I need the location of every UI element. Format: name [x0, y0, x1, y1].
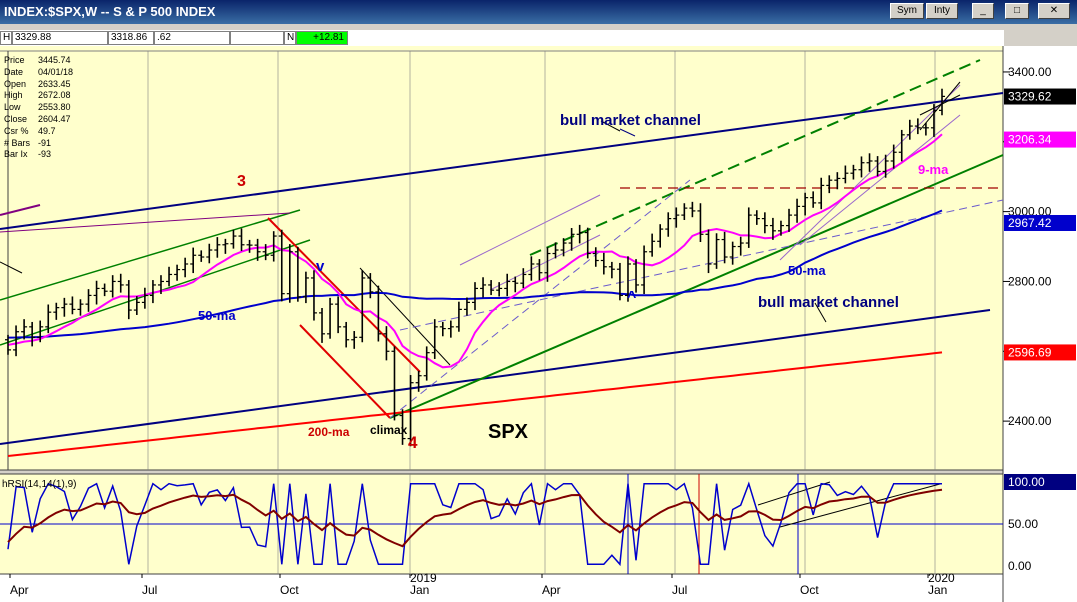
ma50-label-right: 50-ma: [788, 263, 826, 278]
bull-channel-upper: [0, 92, 1004, 230]
data-row: Low 2553.80: [4, 102, 71, 113]
price-panel-bg: [0, 46, 1003, 470]
close-value: .62: [154, 31, 230, 45]
purple-line-a: [0, 212, 291, 233]
spx-label: SPX: [488, 421, 529, 443]
rsi-lines: [7, 481, 943, 567]
x-tick-label: 2020: [928, 571, 955, 585]
data-row: Date 04/01/18: [4, 66, 74, 77]
rsi-tag-bg: [1004, 474, 1076, 490]
climax-label: climax: [370, 423, 408, 437]
wave-4-label: 4: [408, 433, 418, 452]
rsi-fast-path: [7, 481, 942, 567]
restore-icon[interactable]: □: [1005, 3, 1029, 19]
wave-3-label: 3: [237, 173, 246, 190]
data-row: # Bars -91: [4, 137, 52, 148]
minimize-icon[interactable]: _: [972, 3, 994, 19]
price-tag-label: 3206.34: [1008, 133, 1052, 147]
change-label: N: [284, 31, 296, 45]
price-tag-bg: [1004, 131, 1076, 148]
data-row: Close 2604.47: [4, 113, 71, 124]
price-bars: [5, 88, 945, 447]
price-tag-bg: [1004, 214, 1076, 231]
data-row: Csr % 49.7: [4, 125, 56, 136]
red-channel-lower: [299, 324, 391, 419]
y-tick-label: 3400.00: [1008, 65, 1052, 79]
y-tick-label: 2400.00: [1008, 414, 1052, 428]
ma200-label: 200-ma: [308, 425, 350, 439]
green-channel-upper: [0, 209, 301, 301]
green-dashed-trendline: [529, 59, 981, 256]
x-axis-bg: [0, 574, 1003, 602]
x-tick-label: Oct: [800, 583, 819, 597]
rsi-tick-label: 50.00: [1008, 517, 1038, 531]
x-tick-label: 2019: [410, 571, 437, 585]
x-tick-label: Jul: [142, 583, 157, 597]
ma9-line: [7, 133, 943, 369]
purple-line-b: [0, 204, 41, 216]
price-tag-label: 2596.69: [1008, 345, 1052, 359]
x-tick-label: Jul: [672, 583, 687, 597]
ma50-label-left: 50-ma: [198, 308, 236, 323]
x-tick-label: Oct: [280, 583, 299, 597]
high-label: H: [0, 31, 12, 45]
x-tick-label: Apr: [10, 583, 29, 597]
data-window: Price 3445.74 Date 04/01/18 Open 2633.45 Hi…: [4, 55, 73, 161]
high-value: 3329.88: [12, 31, 108, 45]
y-tick-label: 2800.00: [1008, 274, 1052, 288]
ma200-path: [7, 351, 943, 457]
data-row: Open 2633.45: [4, 78, 71, 89]
price-tag-bg: [1004, 344, 1076, 361]
price-tag-label: 2967.42: [1008, 216, 1052, 230]
price-tags: 3329.62 3206.34 2967.42 2596.69: [1004, 88, 1076, 361]
bull-channel-lower: [0, 309, 991, 445]
bull-channel-label-upper: bull market channel: [560, 112, 701, 129]
caret-marker: ^: [627, 289, 636, 306]
green-trendline: [389, 154, 1004, 419]
rsi-tick-label: 0.00: [1008, 559, 1032, 573]
x-tick-label: Apr: [542, 583, 561, 597]
rsi-label: hRSI(14,14(1),9): [2, 479, 76, 490]
window-title-bar: INDEX:$SPX,W -- S & P 500 INDEX Sym Inty…: [0, 0, 1077, 24]
price-chart[interactable]: 3400.003200.003000.002800.002600.002400.…: [0, 46, 1077, 602]
symbol-button[interactable]: Sym: [890, 3, 924, 19]
data-row: Price 3445.74: [4, 55, 71, 65]
data-row: Bar Ix -93: [4, 149, 52, 160]
empty-cell: [230, 31, 284, 45]
v-marker: v: [316, 258, 325, 275]
x-tick-label: Jan: [928, 583, 947, 597]
rsi-tag-label: 100.00: [1008, 475, 1045, 489]
window-title: INDEX:$SPX,W -- S & P 500 INDEX: [4, 4, 216, 19]
data-row: High 2672.08: [4, 90, 71, 101]
x-tick-label: Jan: [410, 583, 429, 597]
close-icon[interactable]: ✕: [1038, 3, 1070, 19]
ma200-line: [7, 351, 943, 457]
blue-dashed-long: [389, 179, 691, 419]
low-value: 3318.86: [108, 31, 154, 45]
violet-channel-1: [459, 194, 601, 266]
ma9-label: 9-ma: [918, 162, 949, 177]
bull-channel-label-lower: bull market channel: [758, 294, 899, 311]
price-tag-bg: [1004, 88, 1076, 105]
interval-button[interactable]: Inty: [926, 3, 958, 19]
rsi-slow-path: [7, 488, 943, 548]
change-value: +12.81: [296, 31, 348, 45]
blue-dashed-flat: [399, 199, 1004, 331]
ma9-path: [7, 133, 943, 369]
price-tag-label: 3329.62: [1008, 90, 1052, 104]
